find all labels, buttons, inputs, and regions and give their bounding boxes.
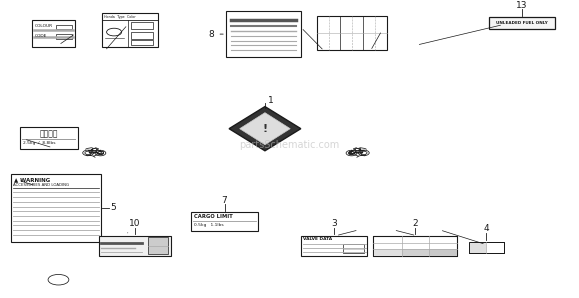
Text: 5: 5: [111, 203, 116, 212]
Bar: [102, 13, 158, 46]
Text: 2: 2: [412, 220, 418, 229]
Bar: [131, 32, 153, 39]
Bar: [56, 35, 72, 39]
Bar: [99, 236, 171, 256]
Text: 7: 7: [222, 196, 228, 205]
Text: partsSchematic.com: partsSchematic.com: [239, 140, 340, 150]
Text: Honda  Type  Color: Honda Type Color: [104, 15, 135, 19]
Text: ACCESSORIES AND LOADING: ACCESSORIES AND LOADING: [13, 183, 69, 187]
Bar: [317, 16, 387, 49]
Text: 적재한계: 적재한계: [39, 129, 58, 138]
Text: !: !: [262, 124, 267, 134]
Text: CODE: CODE: [35, 35, 47, 38]
Text: 8: 8: [208, 30, 214, 39]
Polygon shape: [229, 107, 301, 151]
Bar: [343, 244, 364, 253]
Bar: [56, 25, 72, 30]
Polygon shape: [240, 113, 290, 145]
Bar: [32, 20, 75, 46]
Text: UNLEADED FUEL ONLY: UNLEADED FUEL ONLY: [496, 21, 548, 25]
Bar: [301, 236, 368, 256]
Text: 10: 10: [129, 220, 141, 229]
Bar: [131, 22, 153, 29]
Bar: [373, 236, 457, 256]
Bar: [20, 127, 78, 149]
Bar: [373, 249, 402, 256]
Text: 2.5kg  /  8.8lbs: 2.5kg / 8.8lbs: [23, 141, 55, 145]
Text: 1: 1: [268, 96, 274, 105]
Text: VALVE DATA: VALVE DATA: [303, 237, 332, 241]
Text: 4: 4: [483, 224, 489, 233]
Bar: [191, 212, 258, 231]
Text: 0.5kg   1.1lbs: 0.5kg 1.1lbs: [194, 223, 224, 227]
Bar: [373, 236, 457, 256]
Text: COLOUR: COLOUR: [35, 24, 53, 28]
Text: 13: 13: [516, 1, 527, 10]
Bar: [468, 242, 486, 253]
Text: CARGO LIMIT: CARGO LIMIT: [194, 214, 233, 219]
Bar: [148, 237, 168, 254]
Text: 3: 3: [331, 220, 337, 229]
Bar: [468, 242, 504, 253]
Bar: [468, 242, 504, 253]
Bar: [131, 41, 153, 45]
Bar: [11, 174, 101, 242]
Text: ▲ WARNING: ▲ WARNING: [14, 177, 50, 182]
Bar: [402, 249, 430, 256]
Bar: [226, 11, 301, 57]
Bar: [430, 249, 457, 256]
Bar: [489, 17, 555, 29]
